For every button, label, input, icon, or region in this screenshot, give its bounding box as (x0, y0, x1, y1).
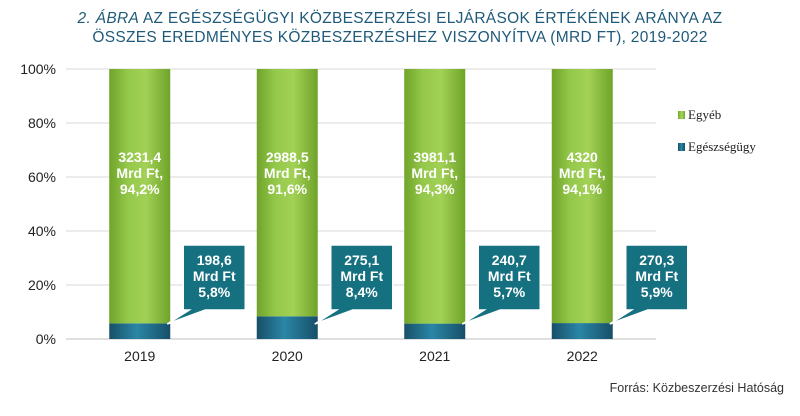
data-label-egyeb: Mrd Ft, (559, 165, 606, 181)
y-tick-label: 100% (20, 61, 56, 77)
y-tick-label: 20% (28, 277, 56, 293)
data-label-egyeb: 94,3% (415, 181, 455, 197)
y-tick-label: 40% (28, 223, 56, 239)
title-line-2: ÖSSZES EREDMÉNYES KÖZBESZERZÉSHEZ VISZON… (92, 29, 708, 46)
data-label-egyeb: 94,2% (120, 181, 160, 197)
data-label-egyeb: 94,1% (562, 181, 602, 197)
data-label-egyeb: 91,6% (267, 181, 307, 197)
legend-label: Egyéb (688, 107, 721, 122)
figure-number: 2. ÁBRA (77, 10, 140, 27)
data-label-egeszsegugy: 5,9% (641, 284, 673, 300)
x-tick-label: 2020 (272, 348, 303, 364)
data-label-egeszsegugy: 198,6 (197, 252, 232, 268)
bar-egeszsegugy (404, 323, 466, 339)
bar-egeszsegugy (551, 323, 613, 339)
bar-egeszsegugy (256, 316, 318, 339)
data-label-egeszsegugy: 240,7 (492, 252, 527, 268)
data-label-egeszsegugy: 5,7% (493, 284, 525, 300)
x-tick-label: 2019 (124, 348, 155, 364)
data-label-egyeb: Mrd Ft, (116, 165, 163, 181)
bar-egyeb (109, 69, 171, 324)
data-label-egeszsegugy: Mrd Ft (340, 268, 383, 284)
callout-box (461, 244, 541, 325)
y-tick-label: 60% (28, 169, 56, 185)
data-label-egyeb: 3981,1 (413, 149, 456, 165)
data-label-egeszsegugy: Mrd Ft (488, 268, 531, 284)
data-label-egeszsegugy: 270,3 (639, 252, 674, 268)
title-line-1: AZ EGÉSZSÉGÜGYI KÖZBESZERZÉSI ELJÁRÁSOK … (139, 10, 723, 27)
data-label-egeszsegugy: 275,1 (344, 252, 379, 268)
legend-swatch (678, 143, 685, 151)
bar-egyeb (256, 69, 318, 317)
data-label-egyeb: 4320 (567, 149, 598, 165)
callout-box (314, 244, 394, 325)
legend: Egyéb Egészségügy (678, 107, 756, 154)
bar-egyeb (551, 69, 613, 324)
chart-title: 2. ÁBRA AZ EGÉSZSÉGÜGYI KÖZBESZERZÉSI EL… (0, 9, 800, 47)
data-label-egeszsegugy: 8,4% (346, 284, 378, 300)
data-label-egeszsegugy: 5,8% (198, 284, 230, 300)
data-label-egeszsegugy: Mrd Ft (635, 268, 678, 284)
bar-egeszsegugy (109, 323, 171, 339)
y-tick-label: 80% (28, 115, 56, 131)
legend-swatch (678, 111, 685, 119)
data-label-egeszsegugy: Mrd Ft (193, 268, 236, 284)
data-label-egyeb: Mrd Ft, (411, 165, 458, 181)
source-note: Forrás: Közbeszerzési Hatóság (609, 381, 784, 395)
x-tick-label: 2022 (567, 348, 598, 364)
x-tick-label: 2021 (419, 348, 450, 364)
y-axis-ticks: 0% 20% 40% 60% 80% 100% (20, 61, 56, 347)
x-axis-ticks: 2019 2020 2021 2022 (124, 348, 598, 364)
data-label-egyeb: 2988,5 (266, 149, 309, 165)
y-tick-label: 0% (36, 331, 56, 347)
callout-box (166, 244, 246, 325)
data-label-egyeb: 3231,4 (118, 149, 161, 165)
legend-label: Egészségügy (688, 139, 756, 154)
callout-box (609, 244, 689, 325)
bar-egyeb (404, 69, 466, 324)
data-label-egyeb: Mrd Ft, (264, 165, 311, 181)
